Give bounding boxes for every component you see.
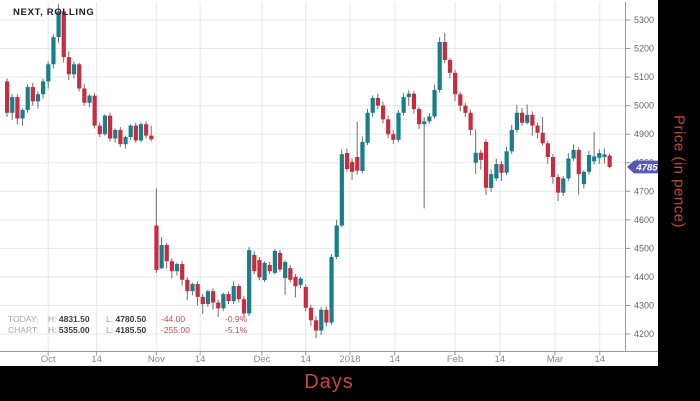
right-axis-panel: Price (in pence) [658,0,700,401]
svg-text:Oct: Oct [41,354,56,365]
last-price-badge: 4785 [627,160,658,174]
svg-text:14: 14 [594,354,605,365]
svg-text:14: 14 [390,354,401,365]
axis-tick-labels: 5300520051005000490048004700460045004400… [41,15,654,365]
gridlines [0,2,626,352]
svg-text:4300: 4300 [634,300,654,310]
svg-text:4900: 4900 [634,129,654,139]
chart-high: H: 5355.00 [48,325,90,335]
chart-change: -255.00 [161,325,190,335]
y-axis-title: Price (in pence) [670,115,688,229]
svg-text:4500: 4500 [634,243,654,253]
chart-canvas[interactable]: 5300520051005000490048004700460045004400… [0,0,658,366]
chart-title: NEXT, ROLLING [13,7,95,18]
svg-text:14: 14 [495,354,506,365]
stats-row-today: TODAY: H: 4831.50 L: 4780.50 -44.00 -0.9… [8,314,247,325]
svg-text:2018: 2018 [339,354,360,365]
svg-text:5000: 5000 [634,101,654,111]
today-low: L: 4780.50 [106,314,147,324]
today-high: H: 4831.50 [48,314,90,324]
stats-row-chart: CHART: H: 5355.00 L: 4185.50 -255.00 -5.… [8,325,247,336]
today-label: TODAY: [8,314,39,324]
svg-text:Feb: Feb [447,354,463,365]
x-axis-title: Days [304,371,354,393]
axes [0,2,658,356]
svg-text:4785: 4785 [635,162,658,173]
svg-text:4700: 4700 [634,186,654,196]
chart-low: L: 4185.50 [106,325,147,335]
bottom-axis-panel: Days [0,366,700,401]
today-change: -44.00 [161,314,186,324]
svg-text:5100: 5100 [634,72,654,82]
svg-text:14: 14 [300,354,311,365]
svg-text:Mar: Mar [547,354,563,365]
svg-text:4400: 4400 [634,272,654,282]
chart-change-pct: -5.1% [225,325,248,335]
svg-text:14: 14 [91,354,102,365]
svg-text:14: 14 [195,354,206,365]
svg-text:5300: 5300 [634,15,654,25]
today-change-pct: -0.9% [225,314,248,324]
price-chart-svg[interactable]: 5300520051005000490048004700460045004400… [0,0,658,366]
svg-text:4600: 4600 [634,215,654,225]
svg-text:5200: 5200 [634,44,654,54]
stats-panel: TODAY: H: 4831.50 L: 4780.50 -44.00 -0.9… [8,314,247,336]
svg-text:Dec: Dec [253,354,270,365]
chart-label: CHART: [8,325,39,335]
svg-text:Nov: Nov [148,354,165,365]
candles [5,4,612,339]
svg-text:4200: 4200 [634,329,654,339]
